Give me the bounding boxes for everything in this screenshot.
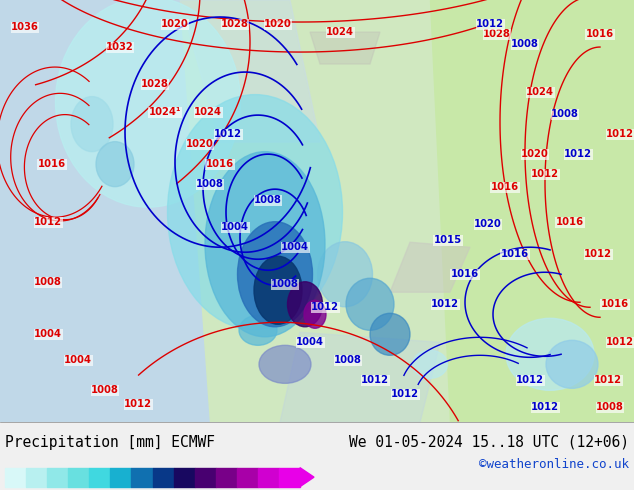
Bar [236, 467, 258, 487]
Text: 1004: 1004 [281, 242, 309, 252]
Ellipse shape [56, 0, 240, 207]
Text: 1008: 1008 [91, 385, 119, 395]
Text: 1008: 1008 [34, 277, 62, 287]
Polygon shape [180, 0, 320, 142]
Text: 1012: 1012 [476, 19, 504, 29]
Text: 1012: 1012 [361, 375, 389, 385]
Bar [195, 467, 216, 487]
Bar [68, 467, 89, 487]
Text: Precipitation [mm] ECMWF: Precipitation [mm] ECMWF [5, 435, 215, 449]
Text: 1016: 1016 [38, 159, 66, 169]
Bar [110, 467, 131, 487]
Text: 1012: 1012 [531, 169, 559, 179]
Ellipse shape [259, 345, 311, 383]
Text: 1012: 1012 [594, 375, 622, 385]
Ellipse shape [239, 315, 277, 345]
Text: 1016: 1016 [206, 159, 234, 169]
Text: 1024: 1024 [526, 87, 554, 97]
Polygon shape [280, 332, 440, 422]
Polygon shape [390, 242, 470, 292]
Ellipse shape [546, 341, 598, 389]
Text: 1012: 1012 [34, 217, 62, 227]
Polygon shape [300, 467, 314, 487]
Text: 1012: 1012 [124, 399, 152, 409]
Text: 1004: 1004 [34, 329, 62, 339]
Bar [258, 467, 279, 487]
Polygon shape [430, 0, 634, 422]
Text: ©weatheronline.co.uk: ©weatheronline.co.uk [479, 458, 629, 470]
Text: 1032: 1032 [106, 42, 134, 52]
Text: 1004: 1004 [221, 222, 249, 232]
Text: 1008: 1008 [551, 109, 579, 119]
Ellipse shape [304, 300, 326, 328]
Text: 1024: 1024 [194, 107, 222, 117]
Text: 1008: 1008 [511, 39, 539, 49]
Text: 1008: 1008 [254, 195, 282, 205]
Text: 1036: 1036 [11, 22, 39, 32]
Text: 1020: 1020 [474, 219, 502, 229]
Text: 1016: 1016 [601, 299, 629, 309]
Text: 1008: 1008 [596, 402, 624, 413]
Text: 1012: 1012 [516, 375, 544, 385]
Text: 1016: 1016 [501, 249, 529, 259]
Bar [89, 467, 110, 487]
Bar [216, 467, 236, 487]
Text: 1012: 1012 [214, 129, 242, 139]
Bar [131, 467, 153, 487]
Bar [279, 467, 300, 487]
Text: 1028: 1028 [483, 29, 511, 39]
Ellipse shape [167, 95, 342, 330]
Text: 1020: 1020 [264, 19, 292, 29]
Bar [26, 467, 47, 487]
Bar [153, 467, 174, 487]
Text: 1028: 1028 [221, 19, 249, 29]
Ellipse shape [506, 318, 594, 391]
Bar [174, 467, 195, 487]
Bar [47, 467, 68, 487]
Ellipse shape [346, 278, 394, 330]
Ellipse shape [96, 142, 134, 187]
Text: 1012: 1012 [311, 302, 339, 312]
Text: 1024: 1024 [326, 27, 354, 37]
Polygon shape [310, 32, 380, 64]
Text: 1028: 1028 [141, 79, 169, 89]
Ellipse shape [238, 221, 313, 327]
Text: 1024¹: 1024¹ [149, 107, 181, 117]
Text: 1004: 1004 [64, 355, 92, 366]
Ellipse shape [318, 242, 373, 307]
Bar [5, 467, 26, 487]
Text: 1020: 1020 [186, 139, 214, 149]
Text: 1012: 1012 [606, 129, 634, 139]
Text: 1012: 1012 [531, 402, 559, 413]
Text: 1020: 1020 [521, 149, 549, 159]
Text: 1015: 1015 [434, 235, 462, 245]
Text: 1012: 1012 [391, 390, 419, 399]
Text: 1008: 1008 [334, 355, 362, 366]
Ellipse shape [413, 350, 448, 378]
Text: 1020: 1020 [161, 19, 189, 29]
Text: 1008: 1008 [196, 179, 224, 189]
Text: 1016: 1016 [586, 29, 614, 39]
Ellipse shape [370, 313, 410, 355]
Text: 1016: 1016 [451, 269, 479, 279]
Text: 1012: 1012 [584, 249, 612, 259]
Text: 1016: 1016 [491, 182, 519, 192]
Ellipse shape [287, 282, 323, 327]
Ellipse shape [254, 256, 302, 324]
Ellipse shape [205, 151, 325, 337]
Ellipse shape [71, 97, 113, 151]
Text: 1008: 1008 [271, 279, 299, 289]
Text: 1012: 1012 [431, 299, 459, 309]
Text: 1004: 1004 [296, 337, 324, 347]
Text: We 01-05-2024 15..18 UTC (12+06): We 01-05-2024 15..18 UTC (12+06) [349, 435, 629, 449]
Text: 1012: 1012 [564, 149, 592, 159]
Text: 1016: 1016 [556, 217, 584, 227]
Text: 1012: 1012 [606, 337, 634, 347]
Polygon shape [180, 0, 634, 422]
Polygon shape [0, 0, 210, 422]
